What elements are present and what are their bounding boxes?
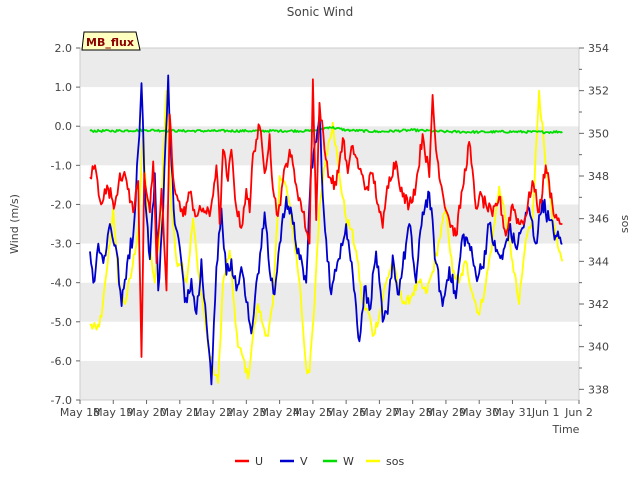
y-tick-label: -6.0	[51, 355, 72, 368]
y2-tick-label: 340	[588, 341, 609, 354]
y-tick-label: 2.0	[55, 42, 73, 55]
series-group	[89, 74, 564, 386]
x-tick-label: May 24	[259, 406, 299, 419]
y-tick-label: -2.0	[51, 198, 72, 211]
plot-band	[80, 48, 579, 88]
legend-label-sos: sos	[386, 455, 404, 468]
x-tick-label: Jun 1	[531, 406, 560, 419]
legend-label-w: W	[343, 455, 354, 468]
x-tick-label: May 29	[426, 406, 466, 419]
y2-tick-label: 338	[588, 383, 609, 396]
y2-tick-label: 350	[588, 127, 609, 140]
series-line-u	[89, 78, 563, 358]
y2-axis-label: sos	[618, 215, 631, 233]
x-tick-label: May 21	[160, 406, 200, 419]
x-tick-label: May 28	[393, 406, 433, 419]
y-tick-label: 1.0	[55, 81, 73, 94]
plot-band	[80, 360, 579, 400]
series-line-sos	[89, 89, 564, 384]
x-axis-label: Time	[552, 423, 580, 436]
y2-tick-label: 354	[588, 42, 609, 55]
x-tick-label: May 23	[226, 406, 266, 419]
plot-band	[80, 321, 579, 361]
y-tick-label: 0.0	[55, 120, 73, 133]
chart-title: Sonic Wind	[287, 5, 353, 19]
x-tick-label: May 19	[93, 406, 133, 419]
x-tick-label: May 25	[293, 406, 333, 419]
legend-label-u: U	[255, 455, 263, 468]
legend-label-v: V	[300, 455, 308, 468]
plot-band	[80, 87, 579, 127]
x-tick-label: May 18	[60, 406, 100, 419]
y-tick-label: -4.0	[51, 277, 72, 290]
y-tick-label: -3.0	[51, 238, 72, 251]
x-tick-label: May 26	[326, 406, 366, 419]
badge-shape	[81, 31, 141, 51]
plot-frame	[79, 47, 580, 401]
y-tick-label: -7.0	[51, 394, 72, 407]
y-tick-label: -5.0	[51, 316, 72, 329]
badge-text: MB_flux	[86, 36, 134, 49]
series-line-w	[89, 126, 563, 135]
y2-tick-label: 352	[588, 85, 609, 98]
y2-tick-label: 344	[588, 255, 609, 268]
x-tick-label: May 20	[126, 406, 166, 419]
x-tick-label: May 27	[359, 406, 399, 419]
y2-tick-label: 346	[588, 213, 609, 226]
x-tick-label: May 31	[492, 406, 532, 419]
y-axis-label: Wind (m/s)	[8, 194, 21, 254]
y2-axis-ticks: 354 352 350 348 346 344 342 340 338	[579, 42, 609, 396]
x-tick-label: Jun 2	[564, 406, 593, 419]
y-axis-ticks: 2.0 1.0 0.0 -1.0 -2.0 -3.0 -4.0 -5.0 -6.0 -7.0	[51, 42, 80, 407]
y2-tick-label: 348	[588, 170, 609, 183]
y2-tick-label: 342	[588, 298, 609, 311]
site-badge: MB_flux	[81, 31, 141, 51]
x-tick-label: May 30	[459, 406, 499, 419]
y-tick-label: -1.0	[51, 159, 72, 172]
x-tick-label: May 22	[193, 406, 233, 419]
